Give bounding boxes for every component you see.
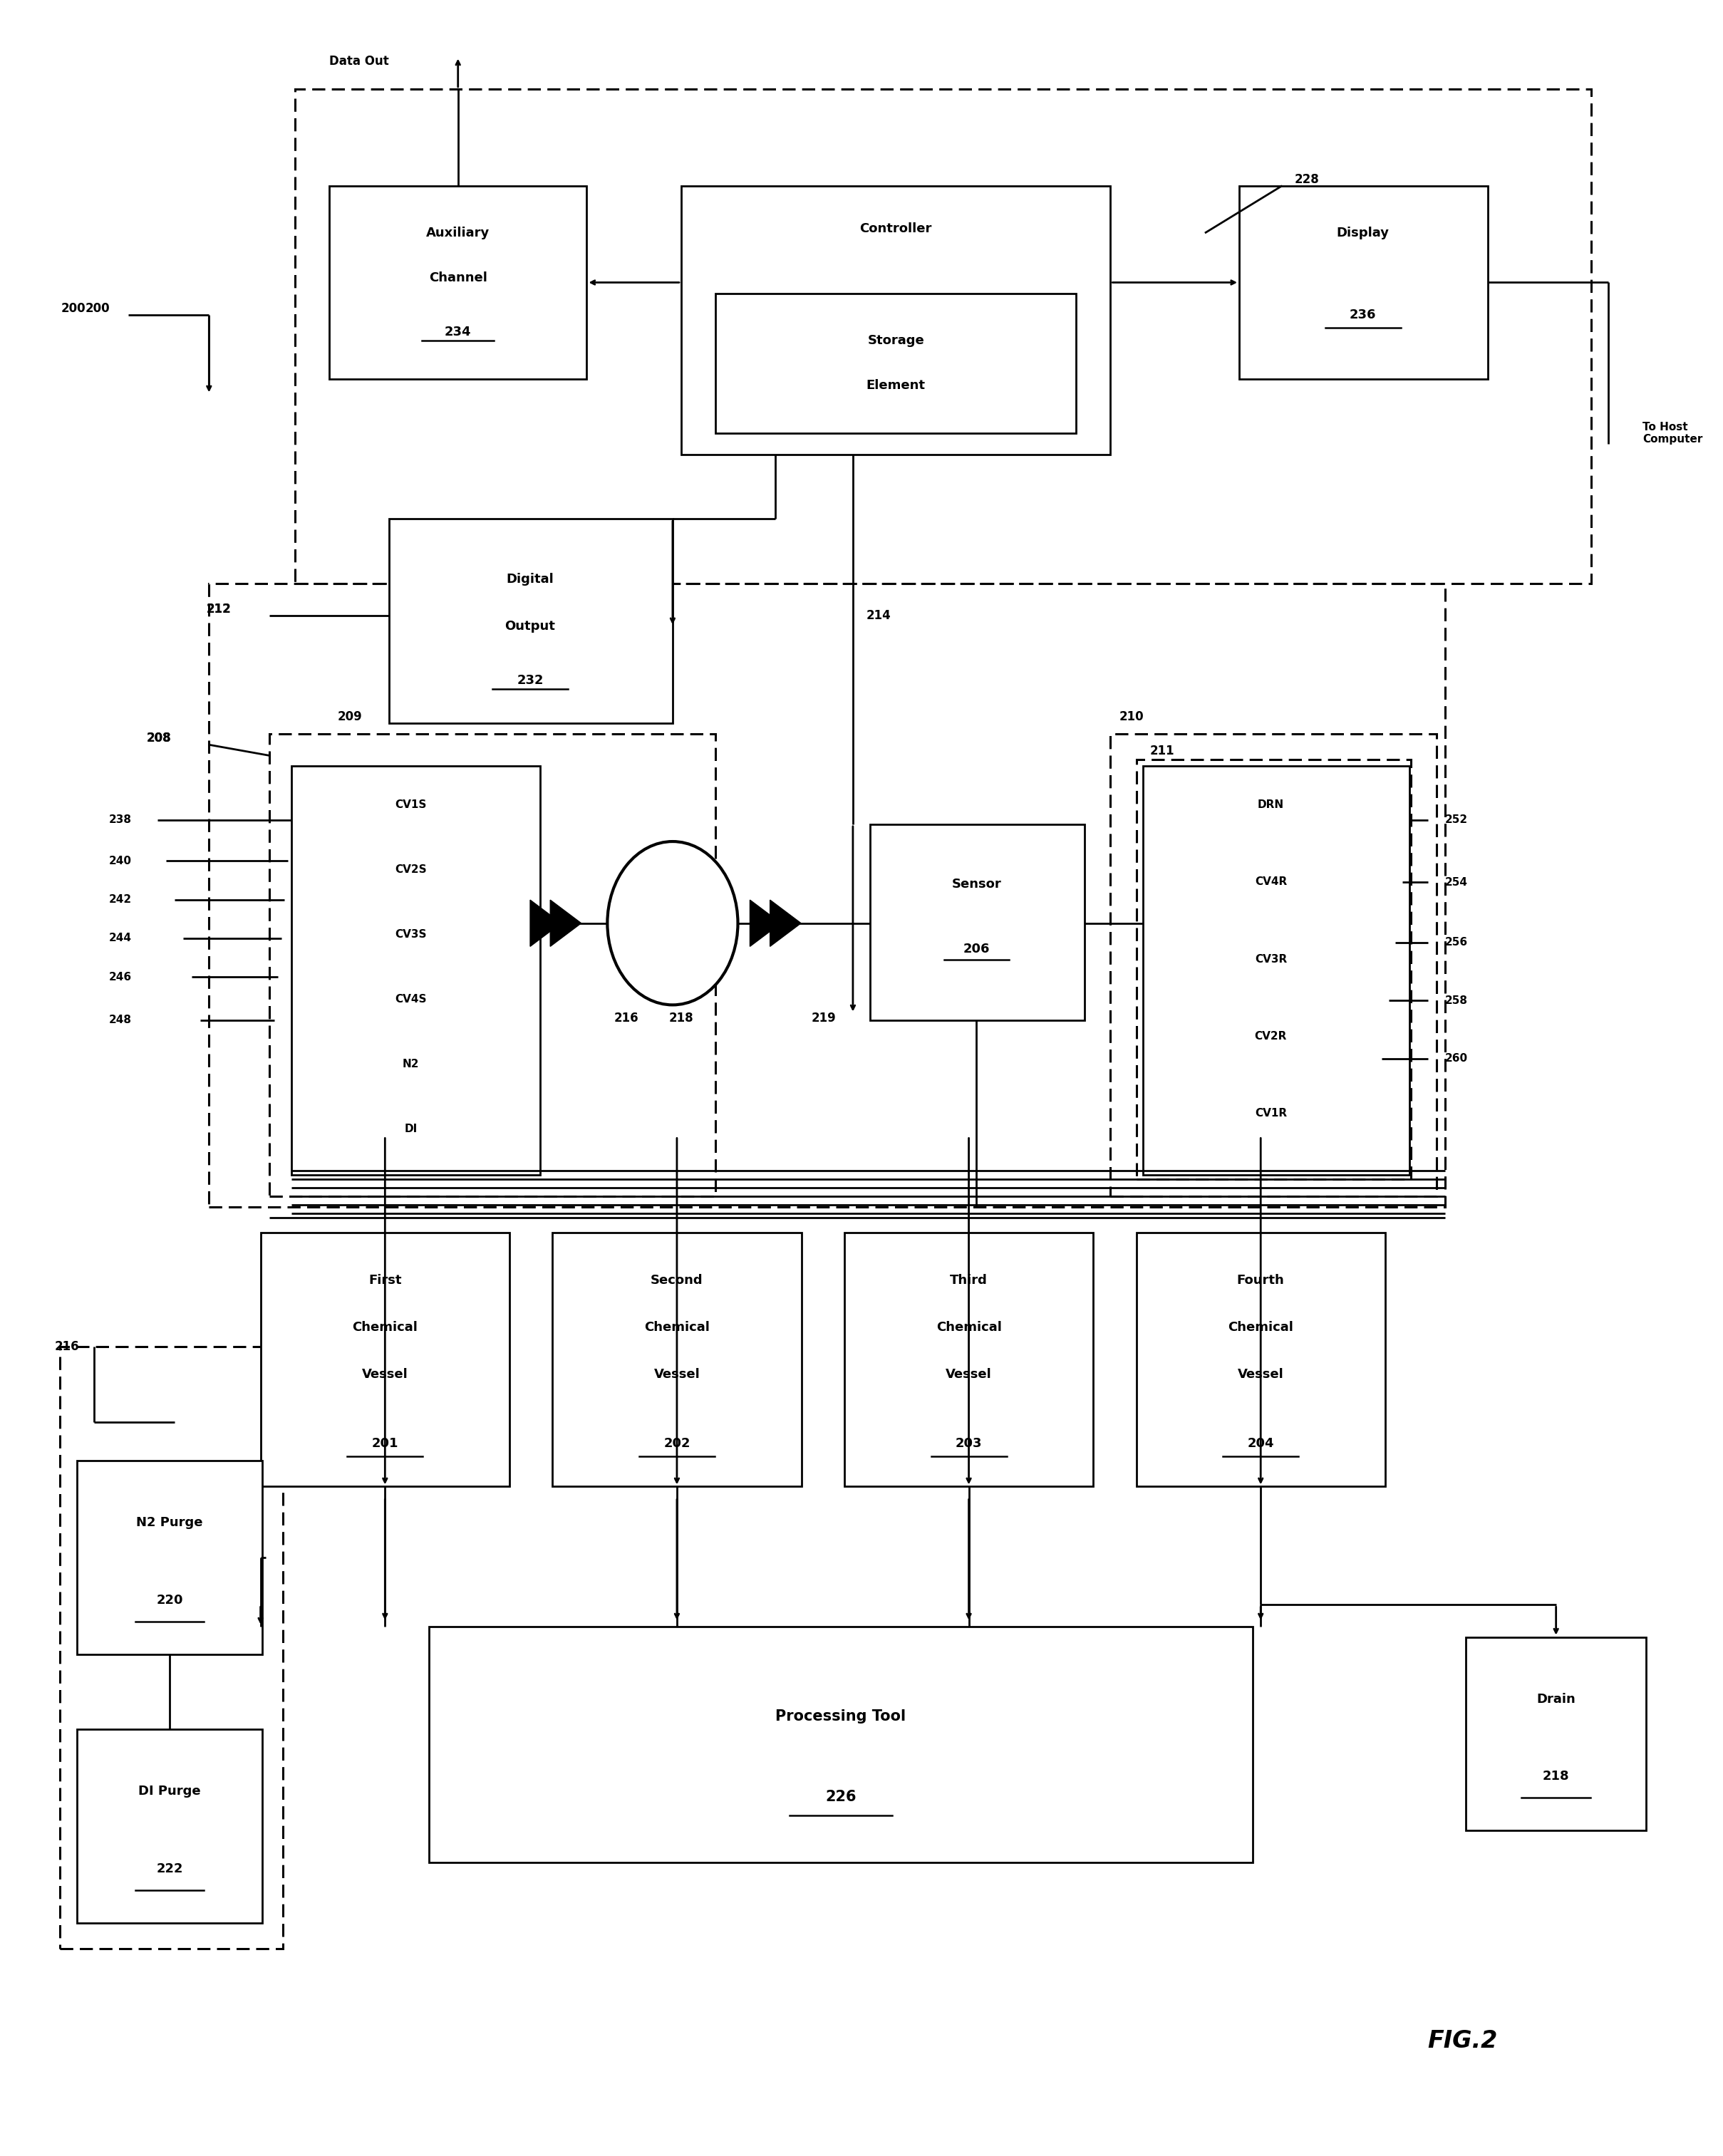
Text: 258: 258 [1446,996,1468,1007]
FancyBboxPatch shape [329,185,588,379]
Text: 236: 236 [1349,308,1377,321]
Text: Display: Display [1337,226,1389,239]
Text: 216: 216 [613,1011,639,1024]
Text: 260: 260 [1446,1054,1468,1065]
Text: Channel: Channel [429,272,488,285]
Text: CV3R: CV3R [1254,953,1287,964]
Text: 219: 219 [812,1011,836,1024]
FancyBboxPatch shape [1135,1233,1385,1485]
Text: Chemical: Chemical [351,1322,417,1335]
Text: 212: 212 [207,604,231,617]
FancyBboxPatch shape [1239,185,1489,379]
Text: 212: 212 [207,604,231,617]
FancyBboxPatch shape [260,1233,510,1485]
Text: Vessel: Vessel [1237,1369,1284,1382]
Text: 220: 220 [157,1593,183,1606]
Text: Storage: Storage [867,334,924,347]
Text: 208: 208 [146,731,171,744]
Text: 248: 248 [109,1015,131,1026]
Text: Chemical: Chemical [1228,1322,1294,1335]
Text: 242: 242 [109,895,131,906]
FancyBboxPatch shape [844,1233,1094,1485]
Text: Output: Output [505,621,555,634]
Text: Element: Element [867,379,925,392]
FancyBboxPatch shape [291,765,541,1175]
Text: 214: 214 [867,610,891,623]
Text: 246: 246 [109,972,131,983]
Text: 252: 252 [1446,815,1468,826]
Text: 206: 206 [963,942,991,955]
Text: CV2S: CV2S [395,865,427,875]
Text: Second: Second [651,1274,703,1287]
Text: FIG.2: FIG.2 [1427,2029,1497,2053]
Text: Vessel: Vessel [362,1369,408,1382]
Polygon shape [770,899,801,946]
Text: DRN: DRN [1258,800,1284,811]
Text: 218: 218 [669,1011,694,1024]
Text: 200: 200 [60,302,86,315]
Text: 222: 222 [157,1863,183,1876]
Text: To Host
Computer: To Host Computer [1642,420,1702,444]
Text: CV1R: CV1R [1254,1108,1287,1119]
Polygon shape [750,899,781,946]
Text: 202: 202 [663,1438,691,1451]
Circle shape [608,841,737,1005]
Text: CV4S: CV4S [395,994,427,1005]
Text: 208: 208 [146,731,171,744]
Text: 240: 240 [109,856,131,867]
FancyBboxPatch shape [429,1626,1253,1863]
Text: 234: 234 [445,326,472,338]
Text: 203: 203 [956,1438,982,1451]
Text: CV3S: CV3S [395,929,427,940]
Text: Drain: Drain [1537,1692,1575,1705]
Text: CV1S: CV1S [395,800,427,811]
Text: 204: 204 [1247,1438,1273,1451]
Text: Chemical: Chemical [936,1322,1001,1335]
Text: 209: 209 [338,709,362,722]
Text: 254: 254 [1446,877,1468,888]
FancyBboxPatch shape [389,520,672,722]
FancyBboxPatch shape [715,293,1077,433]
Text: Sensor: Sensor [951,877,1001,890]
Polygon shape [531,899,562,946]
Text: 228: 228 [1294,172,1318,185]
FancyBboxPatch shape [553,1233,801,1485]
Text: DI: DI [405,1123,417,1134]
Text: Vessel: Vessel [946,1369,992,1382]
Text: Data Out: Data Out [329,54,389,67]
Text: Processing Tool: Processing Tool [775,1710,906,1723]
FancyBboxPatch shape [1142,765,1409,1175]
Text: Auxiliary: Auxiliary [426,226,489,239]
Text: Controller: Controller [860,222,932,235]
Text: 256: 256 [1446,938,1468,949]
Text: Digital: Digital [507,573,553,586]
Text: Chemical: Chemical [644,1322,710,1335]
FancyBboxPatch shape [870,824,1085,1020]
Text: 201: 201 [372,1438,398,1451]
Text: 232: 232 [517,675,543,686]
Text: 200: 200 [86,302,110,315]
Text: Vessel: Vessel [653,1369,700,1382]
FancyBboxPatch shape [681,185,1110,455]
Text: CV2R: CV2R [1254,1031,1287,1041]
Text: 210: 210 [1118,709,1144,722]
Text: 226: 226 [825,1789,856,1805]
Text: CV4R: CV4R [1254,877,1287,888]
Text: DI Purge: DI Purge [138,1785,202,1798]
FancyBboxPatch shape [1466,1636,1645,1830]
Text: N2: N2 [403,1059,419,1069]
Text: 211: 211 [1149,744,1175,757]
Polygon shape [550,899,581,946]
Text: 218: 218 [1542,1770,1570,1783]
FancyBboxPatch shape [78,1729,262,1923]
Text: 216: 216 [55,1341,79,1354]
FancyBboxPatch shape [78,1462,262,1654]
Text: Fourth: Fourth [1237,1274,1284,1287]
Text: 238: 238 [109,815,131,826]
Text: 244: 244 [109,934,131,944]
Text: First: First [369,1274,401,1287]
Text: N2 Purge: N2 Purge [136,1516,203,1529]
Text: Third: Third [949,1274,987,1287]
